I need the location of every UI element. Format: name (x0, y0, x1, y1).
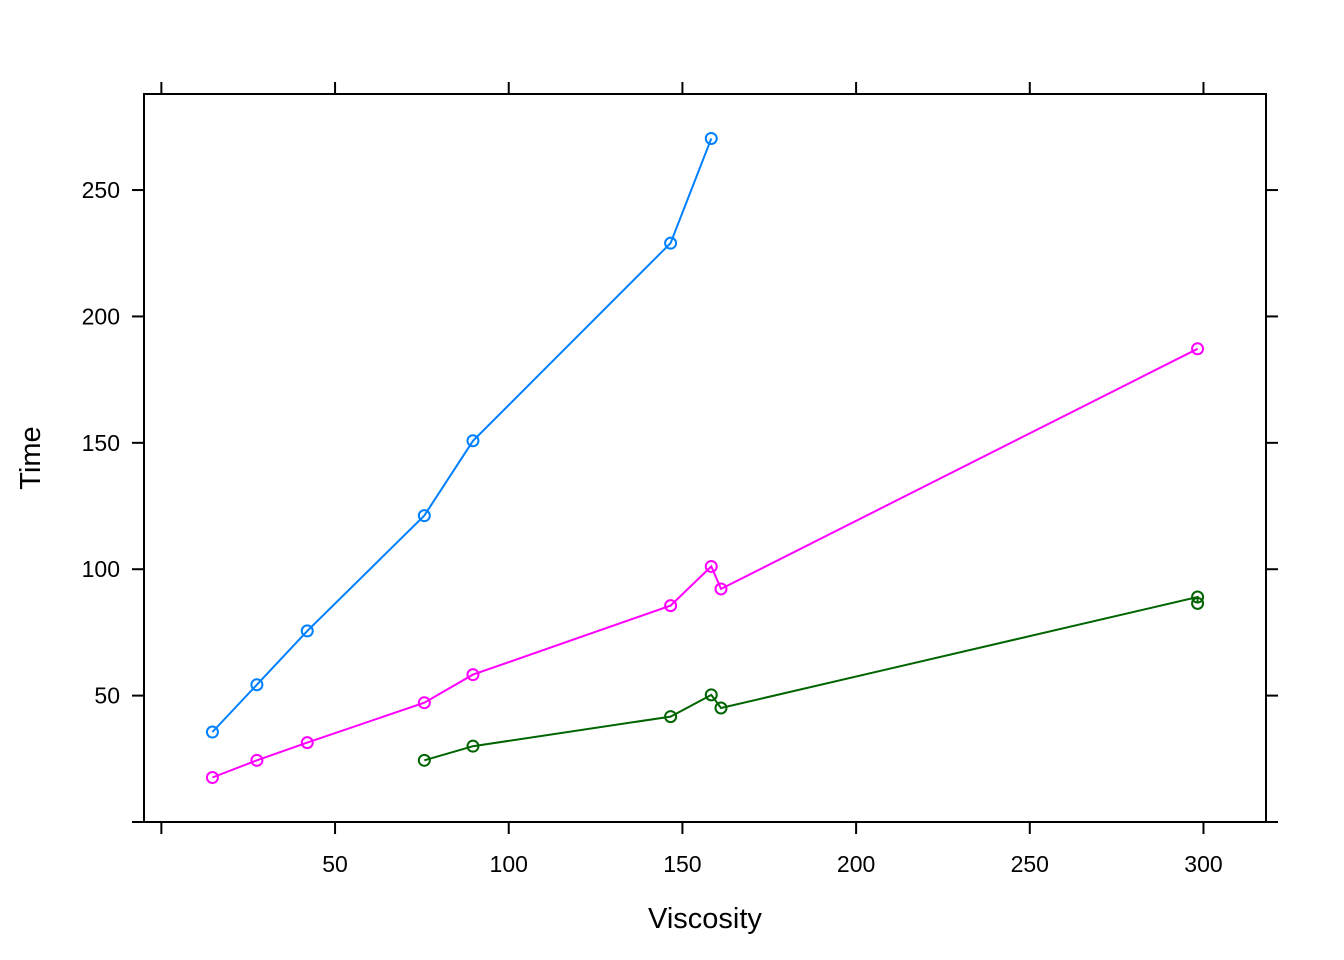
series-line (212, 347, 1199, 779)
series-layer (205, 131, 1205, 785)
x-axis-title: Viscosity (648, 903, 762, 935)
data-point (466, 739, 480, 753)
y-tick-label: 100 (82, 556, 120, 582)
x-tick-label: 250 (1011, 851, 1049, 877)
y-axis-ticks: 50 100 150 200 250 (82, 177, 1278, 823)
x-tick-label: 100 (490, 851, 528, 877)
x-axis-ticks: 50 100 150 200 250 300 (160, 82, 1223, 877)
data-point (466, 434, 480, 448)
data-point (300, 624, 314, 638)
data-point (1191, 596, 1205, 610)
data-point (417, 753, 431, 767)
data-point (300, 736, 314, 750)
data-point (417, 696, 431, 710)
y-tick-label: 250 (82, 177, 120, 203)
series-2 (205, 342, 1205, 785)
data-point (1191, 590, 1205, 604)
series-line (424, 595, 1199, 762)
data-point (664, 236, 678, 250)
x-tick-label: 50 (322, 851, 348, 877)
y-tick-label: 200 (82, 303, 120, 329)
x-tick-label: 200 (837, 851, 875, 877)
data-point (664, 599, 678, 613)
data-point (250, 678, 264, 692)
data-point (714, 701, 728, 715)
data-point (1191, 342, 1205, 356)
data-point (704, 559, 718, 573)
data-point (417, 509, 431, 523)
series-1 (205, 131, 718, 739)
y-axis-title: Time (15, 426, 47, 489)
data-point (205, 771, 219, 785)
y-tick-label: 150 (82, 430, 120, 456)
data-point (704, 131, 718, 145)
x-tick-label: 300 (1184, 851, 1222, 877)
data-point (205, 725, 219, 739)
y-tick-label: 50 (94, 683, 120, 709)
data-point (250, 753, 264, 767)
plot-frame (143, 93, 1267, 823)
series-3 (417, 590, 1205, 767)
data-point (704, 688, 718, 702)
x-tick-label: 150 (663, 851, 701, 877)
data-point (466, 668, 480, 682)
series-line (211, 138, 713, 733)
data-point (664, 710, 678, 724)
data-point (714, 582, 728, 596)
